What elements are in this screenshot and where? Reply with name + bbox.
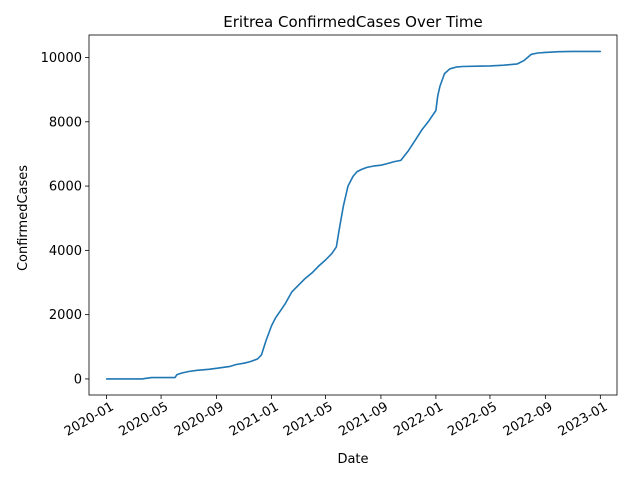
x-tick-label: 2020-01 [62,399,117,439]
x-tick-label: 2020-05 [117,399,172,439]
y-tick-label: 0 [74,372,82,387]
plot-area: 0 2000 4000 6000 8000 10000 2020-01 2020-05 2020… [41,34,618,440]
y-tick-label: 4000 [49,244,82,259]
chart-title: Eritrea ConfirmedCases Over Time [223,13,482,31]
x-tick-label: 2021-01 [227,399,282,439]
plot-frame [88,34,618,396]
x-tick-label: 2020-09 [172,399,227,439]
y-tick-label: 10000 [41,51,82,66]
x-tick-label: 2022-05 [445,399,500,439]
y-axis-label: ConfirmedCases [16,165,31,271]
x-tick-label: 2021-05 [281,399,336,439]
x-tick-label: 2023-01 [556,399,611,439]
series-line [105,50,602,380]
x-tick-label: 2022-09 [501,399,556,439]
x-tick-label: 2021-09 [336,399,391,439]
x-tick-label: 2022-01 [391,399,446,439]
x-axis-label: Date [337,452,368,467]
y-tick-label: 8000 [49,115,82,130]
y-tick-label: 6000 [49,180,82,195]
y-tick-label: 2000 [49,308,82,323]
